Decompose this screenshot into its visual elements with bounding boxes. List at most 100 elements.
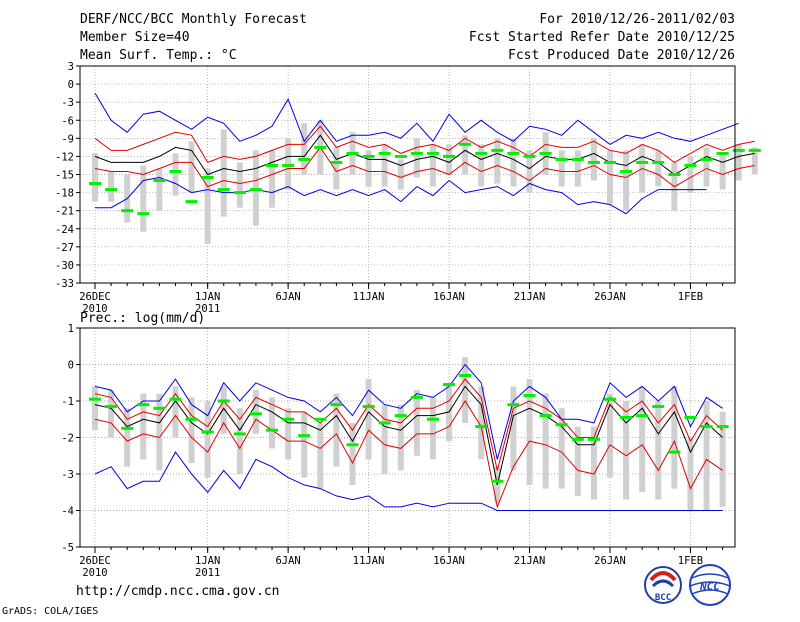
c0-ytick-label: -15	[55, 170, 74, 182]
c0-box-4	[156, 168, 163, 211]
c0-box-17	[365, 150, 372, 187]
c0-box-13	[301, 123, 308, 175]
c0-ytick-label: -27	[55, 242, 74, 254]
c1-series-spread-1	[94, 378, 723, 471]
c0-box-33	[623, 150, 630, 211]
c0-xtick-label: 16JAN	[433, 291, 465, 303]
c0-xtick-label: 11JAN	[353, 291, 385, 303]
c0-box-18	[381, 144, 388, 187]
c1-box-12	[285, 408, 292, 460]
c1-xtick-label: 1JAN	[195, 555, 220, 567]
c1-xtick-label: 1FEB	[678, 555, 703, 567]
c1-ytick-label: -3	[61, 469, 74, 481]
c0-box-41	[751, 147, 758, 175]
c0-box-8	[220, 129, 227, 217]
c1-box-17	[365, 379, 372, 460]
c1-xtick-label: 26JAN	[594, 555, 626, 567]
c0-box-25	[494, 138, 501, 184]
temperature-panel: 30-3-6-9-12-15-18-21-24-27-30-3326DEC201…	[55, 61, 761, 315]
c1-ytick-label: 0	[68, 360, 74, 372]
c1-series-mean-0	[94, 385, 723, 486]
c1-box-14	[317, 422, 324, 489]
c0-ytick-label: 3	[68, 61, 74, 73]
c1-box-24	[478, 386, 485, 460]
c1-box-3	[140, 393, 147, 460]
c1-box-1	[108, 390, 115, 438]
c1-box-29	[558, 408, 565, 489]
c1-xtick-label: 11JAN	[353, 555, 385, 567]
c0-box-0	[92, 153, 98, 202]
c0-box-39	[719, 153, 726, 190]
c0-box-9	[236, 162, 243, 208]
c0-box-1	[108, 171, 115, 202]
bcc-logo-text: BCC	[655, 593, 671, 603]
c1-box-0	[92, 386, 98, 431]
c1-ytick-label: 1	[68, 323, 74, 335]
c0-series-extreme-3	[94, 92, 739, 145]
c1-xtick-label: 26DEC	[79, 555, 111, 567]
bcc-logo: BCC	[644, 566, 682, 604]
c1-box-20	[413, 390, 420, 456]
c0-series-mean-0	[94, 134, 755, 176]
c0-ytick-label: -30	[55, 260, 74, 272]
c1-box-32	[606, 393, 613, 478]
c0-box-19	[397, 159, 404, 190]
c1-xtick-label: 6JAN	[275, 555, 300, 567]
forecast-range-label: For 2010/12/26-2011/02/03	[539, 12, 735, 27]
c0-xtick-label: 21JAN	[514, 291, 546, 303]
c1-ytick-label: -5	[61, 542, 74, 554]
c0-box-11	[269, 150, 276, 208]
c0-box-20	[413, 138, 420, 178]
c0-box-23	[462, 135, 469, 175]
c0-box-5	[172, 153, 179, 196]
c0-box-30	[574, 150, 581, 187]
grads-credit: GrADS: COLA/IGES	[2, 606, 98, 617]
c0-box-12	[285, 138, 292, 190]
c1-box-18	[381, 404, 388, 474]
c0-box-6	[188, 141, 195, 193]
c1-ytick-label: -1	[61, 396, 74, 408]
c0-ytick-label: -6	[61, 115, 74, 127]
c0-xtick-sublabel: 2010	[82, 303, 107, 315]
c0-ytick-label: -12	[55, 151, 74, 163]
c1-box-4	[156, 393, 163, 471]
c0-xtick-label: 1FEB	[678, 291, 703, 303]
source-url[interactable]: http://cmdp.ncc.cma.gov.cn	[76, 584, 280, 599]
member-size-label: Member Size=40	[80, 30, 190, 45]
c0-xtick-label: 1JAN	[195, 291, 220, 303]
c0-xtick-label: 26JAN	[594, 291, 626, 303]
c0-box-3	[140, 165, 147, 232]
precip-title: Prec.: log(mm/d)	[80, 311, 205, 326]
c1-series-spread-2	[94, 400, 723, 509]
c0-box-7	[204, 168, 211, 244]
c0-ytick-label: -9	[61, 133, 74, 145]
c1-xtick-label: 16JAN	[433, 555, 465, 567]
c1-xtick-label: 21JAN	[514, 555, 546, 567]
c0-ytick-label: -33	[55, 278, 74, 290]
c1-box-28	[542, 393, 549, 489]
c1-box-26	[510, 386, 517, 471]
ncc-logo: NCC	[689, 564, 731, 606]
c0-box-26	[510, 138, 517, 187]
c1-box-11	[269, 397, 276, 449]
c1-box-31	[590, 426, 597, 500]
c1-box-23	[462, 357, 469, 423]
c0-box-35	[655, 150, 662, 187]
c0-series-spread-2	[94, 146, 755, 188]
c0-box-29	[558, 150, 565, 187]
c1-box-34	[639, 386, 646, 493]
c1-box-30	[574, 426, 581, 496]
c1-box-39	[719, 411, 726, 507]
c0-box-38	[703, 147, 710, 187]
c1-ytick-label: -2	[61, 433, 74, 445]
c1-box-9	[236, 408, 243, 474]
c0-box-22	[446, 144, 453, 175]
c1-box-15	[333, 393, 340, 467]
figure-title: DERF/NCC/BCC Monthly Forecast	[80, 12, 307, 27]
c1-box-13	[301, 411, 308, 478]
c0-ytick-label: 0	[68, 79, 74, 91]
c1-series-extreme-3	[94, 363, 723, 460]
c0-ytick-label: -21	[55, 206, 74, 218]
